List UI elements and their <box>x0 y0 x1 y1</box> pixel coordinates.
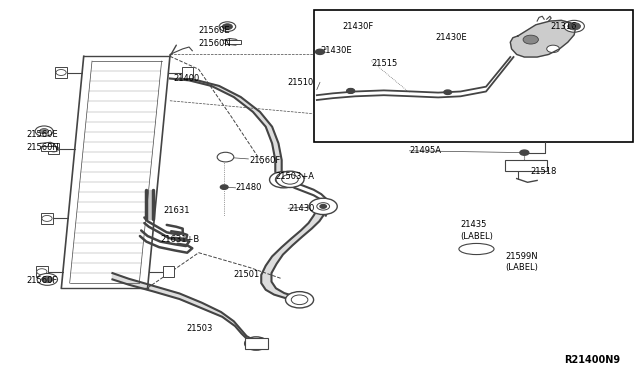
Text: 21515: 21515 <box>371 59 397 68</box>
Circle shape <box>568 23 580 30</box>
Polygon shape <box>261 208 328 300</box>
Text: 21518: 21518 <box>531 167 557 176</box>
Text: 21430E: 21430E <box>320 46 351 55</box>
Circle shape <box>219 22 236 32</box>
Circle shape <box>309 198 337 215</box>
Text: 21503+A: 21503+A <box>275 172 314 181</box>
Text: 21599N: 21599N <box>505 252 538 261</box>
Circle shape <box>564 20 584 32</box>
Circle shape <box>317 203 330 210</box>
Text: 21495A: 21495A <box>410 146 442 155</box>
Circle shape <box>347 89 355 93</box>
Circle shape <box>285 292 314 308</box>
Bar <box>505 160 547 171</box>
Wedge shape <box>219 153 232 157</box>
Circle shape <box>222 24 232 30</box>
Text: 21501: 21501 <box>234 270 260 279</box>
Bar <box>48 143 60 154</box>
Text: 21430E: 21430E <box>435 33 467 42</box>
Polygon shape <box>510 20 575 57</box>
Text: 21560F: 21560F <box>250 155 281 164</box>
Text: 21631+B: 21631+B <box>161 235 200 244</box>
Text: 21560F: 21560F <box>26 276 58 285</box>
Text: (LABEL): (LABEL) <box>505 263 538 272</box>
Circle shape <box>316 49 324 54</box>
Text: 21400: 21400 <box>173 74 200 83</box>
Circle shape <box>282 174 298 184</box>
Polygon shape <box>170 78 284 179</box>
Circle shape <box>276 171 304 187</box>
Circle shape <box>40 129 49 134</box>
Text: 21480: 21480 <box>236 183 262 192</box>
Text: 21510: 21510 <box>287 78 314 87</box>
Bar <box>182 67 193 78</box>
Polygon shape <box>147 190 153 219</box>
Text: (LABEL): (LABEL) <box>461 231 493 241</box>
Text: 21560E: 21560E <box>198 26 230 35</box>
Bar <box>41 213 52 224</box>
Ellipse shape <box>459 243 494 254</box>
Circle shape <box>49 146 59 152</box>
Text: 21560N: 21560N <box>26 142 59 151</box>
Bar <box>244 338 268 349</box>
Circle shape <box>42 215 52 221</box>
Text: 21435: 21435 <box>461 221 487 230</box>
Text: 21503: 21503 <box>186 324 212 333</box>
Text: 21631: 21631 <box>164 206 190 215</box>
Circle shape <box>275 175 292 185</box>
Circle shape <box>444 90 452 94</box>
Bar <box>55 67 67 78</box>
Text: 21430F: 21430F <box>342 22 374 31</box>
Circle shape <box>220 185 228 189</box>
Circle shape <box>56 70 66 76</box>
Bar <box>163 266 174 277</box>
Circle shape <box>35 126 53 137</box>
Circle shape <box>42 276 53 283</box>
Polygon shape <box>113 273 256 345</box>
Circle shape <box>37 273 58 285</box>
Text: 21430: 21430 <box>288 204 314 213</box>
Text: R21400N9: R21400N9 <box>564 355 620 365</box>
Circle shape <box>269 171 298 188</box>
Circle shape <box>347 89 355 93</box>
Bar <box>225 40 241 44</box>
Bar <box>36 266 47 277</box>
Circle shape <box>523 35 538 44</box>
Circle shape <box>291 295 308 305</box>
Circle shape <box>547 45 559 52</box>
Circle shape <box>520 150 529 155</box>
Text: 21560N: 21560N <box>198 39 232 48</box>
Circle shape <box>320 205 326 208</box>
Bar <box>314 10 633 141</box>
Text: 21316: 21316 <box>550 22 577 31</box>
Circle shape <box>244 337 268 350</box>
Circle shape <box>217 152 234 162</box>
Circle shape <box>36 269 47 275</box>
Bar <box>41 146 56 151</box>
Text: 21560E: 21560E <box>26 129 58 139</box>
